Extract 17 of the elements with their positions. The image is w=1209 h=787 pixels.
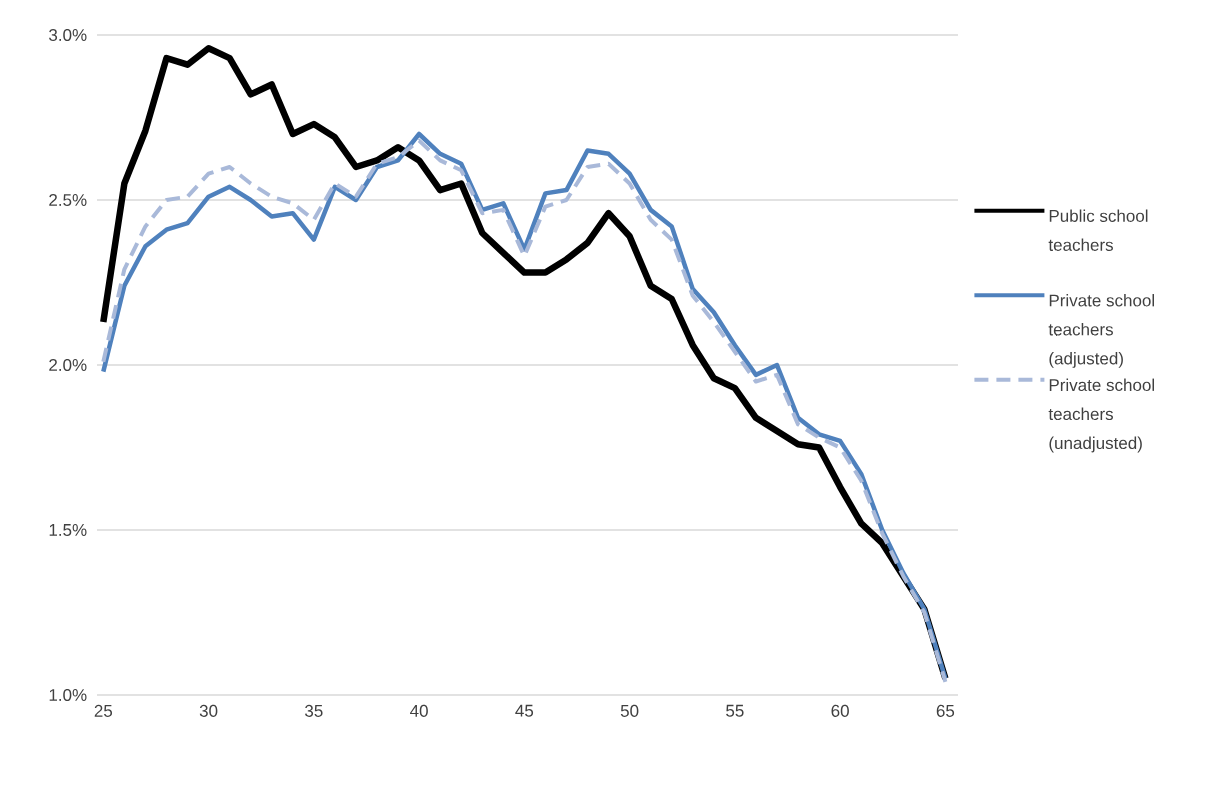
x-tick-label: 60 [831,704,849,717]
y-tick-label: 2.0% [49,358,87,372]
x-tick-label: 25 [94,704,113,717]
x-tick-label: 35 [305,704,323,717]
y-tick-label: 3.0% [49,28,87,42]
legend-label: Private school teachers (unadjusted) [1048,378,1155,453]
x-tick-label: 55 [726,704,744,717]
y-tick-label: 1.0% [49,688,87,702]
x-tick-label: 65 [936,704,955,717]
y-tick-label: 1.5% [49,524,87,536]
x-tick-label: 40 [410,704,428,717]
x-tick-label: 45 [515,704,534,717]
legend-label: Private school teachers (adjusted) [1048,294,1155,368]
y-tick-label: 2.5% [49,193,87,207]
legend-label: Public school teachers [1048,209,1148,251]
x-tick-label: 50 [620,704,639,717]
x-tick-label: 30 [199,704,218,717]
